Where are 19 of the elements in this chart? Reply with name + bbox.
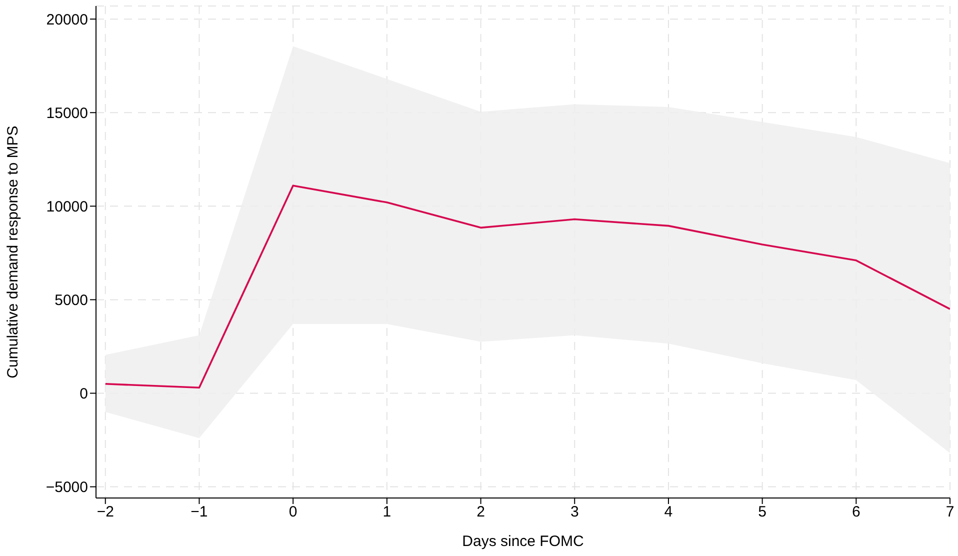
x-tick-label: −2 [96,504,114,521]
x-tick-label: 4 [664,504,673,521]
x-tick-label: 5 [758,504,766,521]
x-tick-label: 6 [852,504,860,521]
x-tick-label: 3 [570,504,579,521]
x-tick-label: 7 [946,504,954,521]
y-tick-label: 5000 [54,292,88,310]
y-tick-label: 0 [80,386,88,403]
y-axis-title: Cumulative demand response to MPS [4,126,22,378]
x-tick-label: 2 [476,504,485,521]
y-tick-label: 15000 [46,104,88,122]
x-tick-label: 0 [288,504,298,521]
x-axis-title: Days since FOMC [462,533,584,550]
y-tick-label: 10000 [46,198,88,216]
y-tick-label: 20000 [46,11,88,28]
x-tick-label: 1 [382,504,392,521]
y-tick-label: −5000 [46,479,88,496]
line-series [104,184,950,389]
x-tick-label: −1 [190,504,208,521]
